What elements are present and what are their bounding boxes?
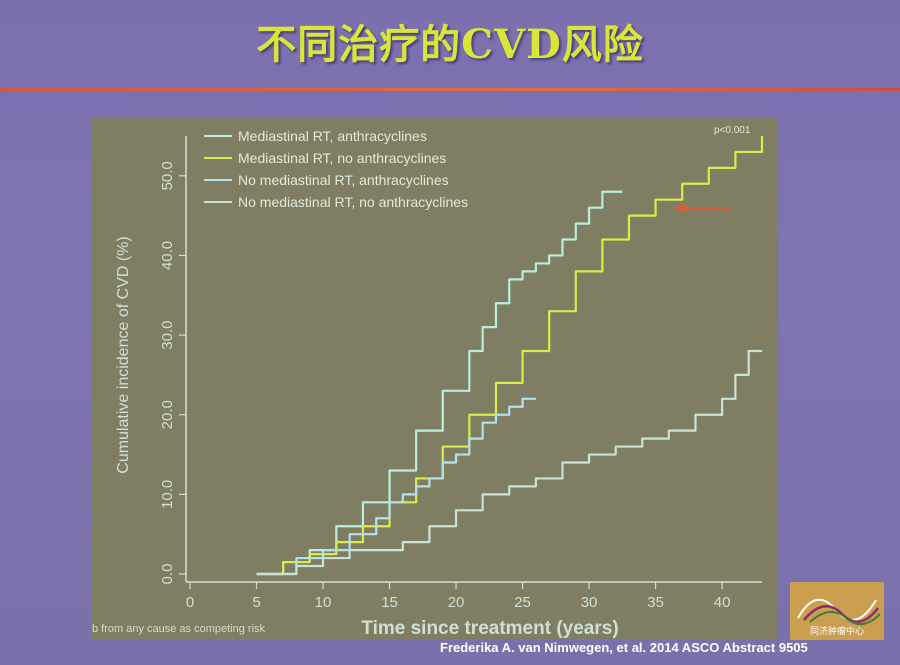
y-tick-label-2: 20.0 <box>159 400 176 429</box>
series-line-3 <box>256 349 762 576</box>
y-tick-label-1: 10.0 <box>159 480 176 509</box>
cancer-center-logo: 同济肿瘤中心 <box>790 582 884 640</box>
chart-legend: Mediastinal RT, anthracyclines Mediastina… <box>204 128 468 210</box>
chart-labels: Time since treatment (years) Cumulative i… <box>92 125 751 639</box>
chart-axes: 0 5 10 15 20 25 30 35 40 0.0 10.0 20.0 30.0 40.0 50.0 <box>159 136 762 611</box>
legend-label-3: No mediastinal RT, no anthracyclines <box>238 194 468 210</box>
series-line-1 <box>256 136 764 576</box>
y-tick-label-0: 0.0 <box>159 564 176 585</box>
series-line-0 <box>256 190 623 576</box>
x-tick-label-8: 40 <box>714 594 731 611</box>
y-tick-label-3: 30.0 <box>159 320 176 349</box>
y-tick-label-5: 50.0 <box>159 161 176 190</box>
logo-wave-icon <box>797 598 881 625</box>
citation-footer: Frederika A. van Nimwegen, et al. 2014 A… <box>440 640 808 655</box>
logo-text: 同济肿瘤中心 <box>809 627 864 637</box>
p-value-label: p<0.001 <box>714 125 751 136</box>
y-axis-label: Cumulative incidence of CVD (%) <box>115 236 132 473</box>
x-tick-label-7: 35 <box>647 594 664 611</box>
annotation-arrow-head <box>674 203 686 213</box>
x-tick-label-6: 30 <box>581 594 598 611</box>
x-tick-label-0: 0 <box>186 594 194 611</box>
title-divider <box>0 88 900 91</box>
x-tick-label-2: 10 <box>315 594 332 611</box>
series-line-2 <box>256 397 536 576</box>
legend-label-0: Mediastinal RT, anthracyclines <box>238 128 427 144</box>
x-axis-label: Time since treatment (years) <box>361 618 618 639</box>
y-tick-label-4: 40.0 <box>159 241 176 270</box>
x-tick-label-5: 25 <box>514 594 531 611</box>
cvd-incidence-chart: 0 5 10 15 20 25 30 35 400.010.020.030.040.050.0 … <box>92 125 764 639</box>
footnote-text: b from any cause as competing risk <box>92 623 266 635</box>
legend-label-1: Mediastinal RT, no anthracyclines <box>238 150 446 166</box>
legend-label-2: No mediastinal RT, anthracyclines <box>238 172 449 188</box>
x-tick-label-3: 15 <box>381 594 398 611</box>
chart-panel: 0 5 10 15 20 25 30 35 40 0.0 10.0 20.0 30.0 40.0 50.0 … <box>92 118 778 640</box>
x-tick-label-1: 5 <box>252 594 260 611</box>
x-tick-label-4: 20 <box>448 594 465 611</box>
slide-title: 不同治疗的CVD风险 <box>256 21 644 68</box>
chart-series <box>256 136 764 576</box>
